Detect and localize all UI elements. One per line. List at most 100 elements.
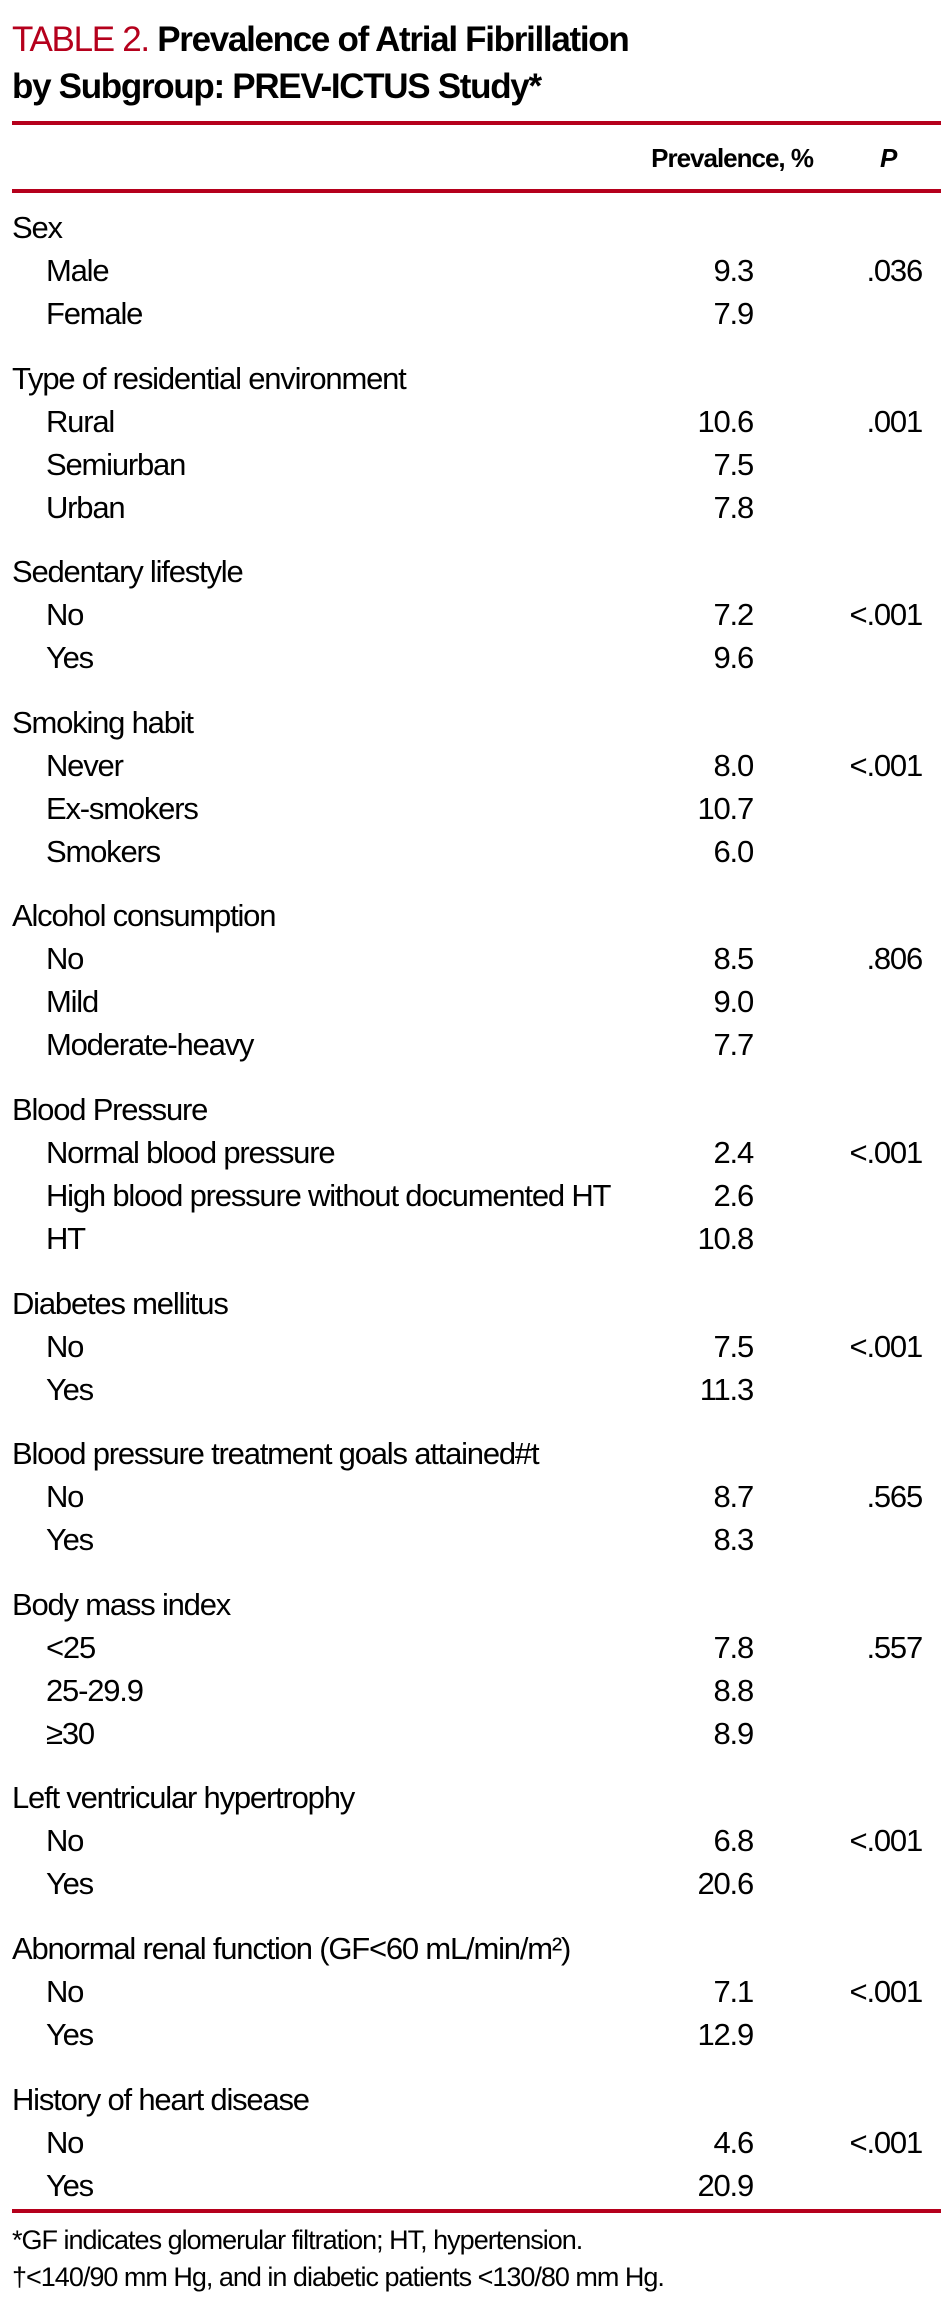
row-label: Yes [46,2016,94,2052]
group-label: Smoking habit [12,704,194,740]
row-group: Blood pressure treatment goals attained#… [0,1432,949,1561]
group-header-row: Abnormal renal function (GF<60 mL/min/m²… [0,1927,949,1970]
row-label: High blood pressure without documented H… [46,1177,611,1213]
prevalence-value: 7.9 [713,296,755,331]
prevalence-value: 9.3 [713,253,755,288]
prevalence-value: 12.9 [697,2016,754,2052]
row-label: No [46,1973,84,2009]
table-label: TABLE 2. [12,20,150,59]
table-title: TABLE 2. Prevalence of Atrial Fibrillati… [12,16,630,110]
bottom-rule [12,2209,941,2213]
row-group: Sedentary lifestyle No 7.2 <.001 Yes 9.6 [0,550,949,679]
prevalence-value: 9.0 [713,984,755,1020]
prevalence-value: 7.1 [713,1973,755,2009]
table-row: Yes 11.3 [0,1368,949,1411]
table-row: Urban 7.8 [0,486,949,529]
row-label: No [46,1328,84,1364]
row-group: Alcohol consumption No 8.5.806 Mild 9.0 Moder… [0,894,949,1066]
row-label: Ex-smokers [46,790,199,826]
row-label: Semiurban [46,446,186,482]
group-header-row: History of heart disease [0,2078,949,2121]
group-header-row: Alcohol consumption [0,894,949,937]
prevalence-value: 11.3 [699,1371,754,1407]
table-row: Semiurban 7.5 [0,443,949,486]
table-row: No 4.6 <.001 [0,2121,949,2164]
group-header-row: Left ventricular hypertrophy [0,1776,949,1819]
p-value: <.001 [849,597,924,633]
row-label: ≥30 [46,1715,95,1751]
row-label: No [46,941,84,977]
table-body: Sex Male 9.3 .036 Female 7.9 Type of residenti… [0,206,949,2207]
table-row: No 8.7 .565 [0,1475,949,1518]
table-row: Male 9.3 .036 [0,249,949,292]
group-label: Sedentary lifestyle [12,554,244,590]
p-value: .565 [866,1479,923,1515]
p-value: <.001 [849,1973,924,2009]
group-label: Body mass index [12,1586,231,1622]
table-row: <25 7.8 .557 [0,1626,949,1669]
group-header-row: Sex [0,206,949,249]
prevalence-value: 7.2 [713,597,755,633]
group-label: Blood Pressure [12,1091,208,1127]
row-label: HT [46,1220,86,1256]
table-row: Ex-smokers 10.7 [0,787,949,830]
row-group: Left ventricular hypertrophy No 6.8 <.001 Ye… [0,1776,949,1905]
row-label: No [46,1823,84,1859]
row-label: Rural [46,403,115,439]
p-value: <.001 [849,2124,924,2160]
row-label: Yes [46,1522,94,1558]
row-group: Smoking habit Never 8.0 <.001 Ex-smokers 10.7… [0,701,949,873]
prevalence-value: 10.6 [697,403,754,439]
group-header-row: Type of residential environment [0,357,949,400]
p-value: <.001 [849,1823,924,1859]
p-value: .036 [866,253,923,288]
table-row: Rural 10.6 .001 [0,400,949,443]
table-row: ≥30 8.9 [0,1712,949,1755]
prevalence-value: 7.8 [713,489,755,525]
table-row: Moderate-heavy 7.7 [0,1023,949,1066]
row-group: History of heart disease No 4.6 <.001 Yes 20.… [0,2078,949,2207]
row-label: Moderate-heavy [46,1027,254,1063]
prevalence-value: 8.0 [713,747,755,783]
prevalence-value: 2.6 [713,1177,755,1213]
table-row: Yes 9.6 [0,636,949,679]
prevalence-value: 6.0 [713,833,755,869]
group-header-row: Diabetes mellitus [0,1282,949,1325]
row-label: Normal blood pressure [46,1134,336,1170]
row-label: Yes [46,1866,94,1902]
row-label: Smokers [46,833,161,869]
column-header-p: P [880,143,897,173]
table-row: Yes 12.9 [0,2013,949,2056]
row-label: Male [46,253,110,288]
prevalence-value: 20.6 [697,1866,754,1902]
table-row: Mild 9.0 [0,980,949,1023]
prevalence-value: 8.7 [713,1479,755,1515]
group-label: Sex [12,210,63,245]
group-header-row: Blood pressure treatment goals attained#… [0,1432,949,1475]
prevalence-value: 10.8 [697,1220,754,1256]
row-group: Blood Pressure Normal blood pressure 2.4 <.… [0,1088,949,1260]
table-row: Female 7.9 [0,292,949,335]
row-group: Type of residential environment Rural 10.6… [0,357,949,529]
group-label: Blood pressure treatment goals attained#… [12,1436,540,1472]
prevalence-value: 10.7 [697,790,754,826]
table-row: No 7.5 <.001 [0,1325,949,1368]
group-label: Alcohol consumption [12,898,276,934]
prevalence-value: 7.5 [713,1328,755,1364]
row-label: Yes [46,640,94,676]
prevalence-value: 7.5 [713,446,755,482]
group-label: History of heart disease [12,2081,310,2117]
table-row: No 7.2 <.001 [0,593,949,636]
row-label: Female [46,296,143,331]
group-header-row: Body mass index [0,1583,949,1626]
p-value: .557 [866,1629,923,1665]
prevalence-value: 2.4 [713,1134,755,1170]
footnote-1: *GF indicates glomerular filtration; HT,… [12,2225,583,2255]
prevalence-value: 8.5 [713,941,755,977]
table-row: Smokers 6.0 [0,830,949,873]
p-value: <.001 [849,747,924,783]
prevalence-value: 6.8 [713,1823,755,1859]
title-line-2: by Subgroup: PREV-ICTUS Study* [12,67,542,106]
group-label: Type of residential environment [12,360,407,396]
row-group: Diabetes mellitus No 7.5 <.001 Yes 11.3 [0,1282,949,1411]
